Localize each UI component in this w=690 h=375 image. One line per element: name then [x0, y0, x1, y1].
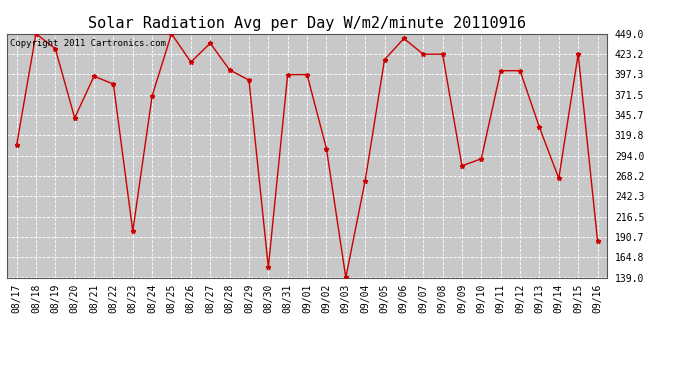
Title: Solar Radiation Avg per Day W/m2/minute 20110916: Solar Radiation Avg per Day W/m2/minute … [88, 16, 526, 31]
Text: Copyright 2011 Cartronics.com: Copyright 2011 Cartronics.com [10, 39, 166, 48]
